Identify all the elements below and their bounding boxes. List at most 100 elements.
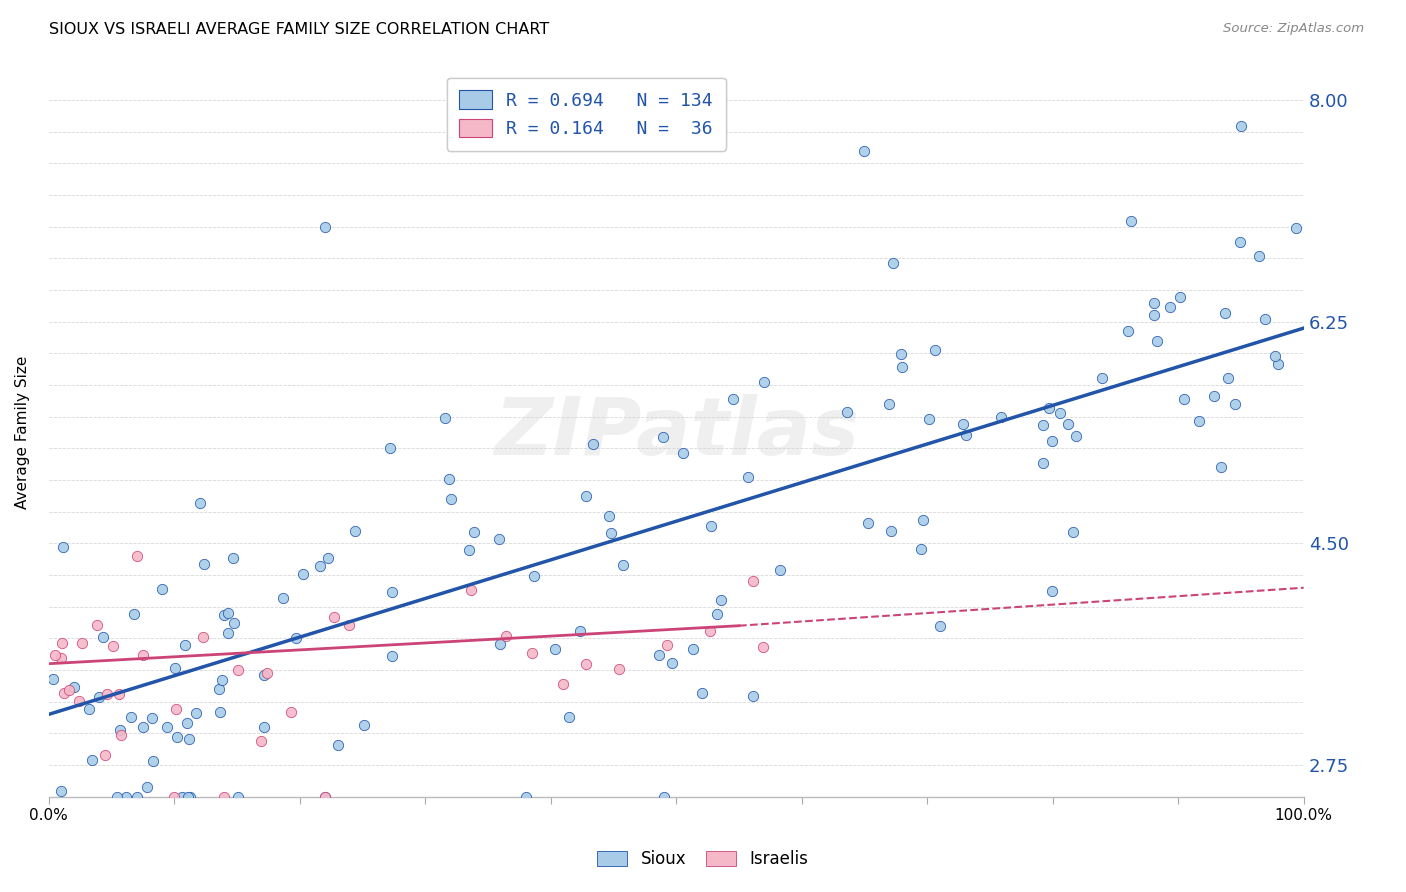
Point [228,663,250,677]
Point [208,682,231,697]
Point [122,607,145,622]
Point [337,618,360,632]
Point [582,437,605,451]
Point [1057,417,1080,432]
Point [271,591,294,606]
Point [1187,414,1209,428]
Point [94,748,117,763]
Point [751,640,773,654]
Point [1143,295,1166,310]
Point [1062,524,1084,539]
Point [891,359,914,374]
Point [551,677,574,691]
Point [1264,349,1286,363]
Point [110,728,132,742]
Point [222,551,245,566]
Point [1225,397,1247,411]
Point [575,489,598,503]
Point [1049,406,1071,420]
Point [652,789,675,804]
Point [208,705,231,719]
Point [520,646,543,660]
Point [1064,429,1087,443]
Point [110,723,132,737]
Point [853,144,876,158]
Point [212,607,235,622]
Point [184,706,207,721]
Point [1040,434,1063,448]
Point [1116,324,1139,338]
Point [63,680,86,694]
Point [156,721,179,735]
Point [49,651,72,665]
Point [952,417,974,431]
Point [67,693,90,707]
Point [314,219,336,234]
Point [120,710,142,724]
Point [463,525,485,540]
Point [710,593,733,607]
Point [1032,456,1054,470]
Point [460,582,482,597]
Point [179,789,201,804]
Point [1091,371,1114,385]
Point [575,657,598,672]
Point [314,789,336,804]
Point [142,754,165,768]
Point [51,784,73,798]
Point [323,609,346,624]
Point [115,789,138,804]
Point [316,550,339,565]
Point [990,410,1012,425]
Point [672,446,695,460]
Point [1254,312,1277,326]
Point [353,718,375,732]
Point [314,789,336,804]
Point [82,753,104,767]
Point [880,524,903,538]
Point [381,585,404,599]
Point [42,672,65,686]
Point [96,687,118,701]
Point [125,789,148,804]
Point [253,668,276,682]
Point [911,513,934,527]
Point [1204,389,1226,403]
Point [568,624,591,638]
Point [955,427,977,442]
Point [174,638,197,652]
Point [752,375,775,389]
Point [929,619,952,633]
Point [523,569,546,583]
Point [1218,371,1240,385]
Point [1159,300,1181,314]
Point [488,532,510,546]
Point [308,559,330,574]
Point [495,629,517,643]
Point [222,615,245,630]
Point [217,626,239,640]
Point [285,631,308,645]
Point [378,441,401,455]
Point [170,789,193,804]
Point [918,412,941,426]
Point [176,716,198,731]
Text: Source: ZipAtlas.com: Source: ZipAtlas.com [1223,22,1364,36]
Point [706,607,728,621]
Point [70,635,93,649]
Point [1211,460,1233,475]
Point [682,642,704,657]
Legend: R = 0.694   N = 134, R = 0.164   N =  36: R = 0.694 N = 134, R = 0.164 N = 36 [447,78,725,151]
Point [86,617,108,632]
Point [280,705,302,719]
Point [166,730,188,744]
Point [910,542,932,557]
Y-axis label: Average Family Size: Average Family Size [15,356,30,509]
Point [125,549,148,563]
Point [769,563,792,577]
Point [150,582,173,596]
Point [101,639,124,653]
Point [44,648,66,662]
Point [165,702,187,716]
Point [661,656,683,670]
